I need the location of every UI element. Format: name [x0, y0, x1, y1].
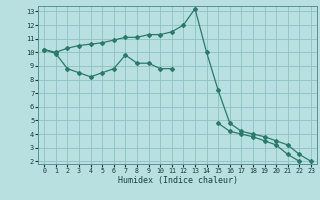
X-axis label: Humidex (Indice chaleur): Humidex (Indice chaleur)	[118, 176, 238, 185]
